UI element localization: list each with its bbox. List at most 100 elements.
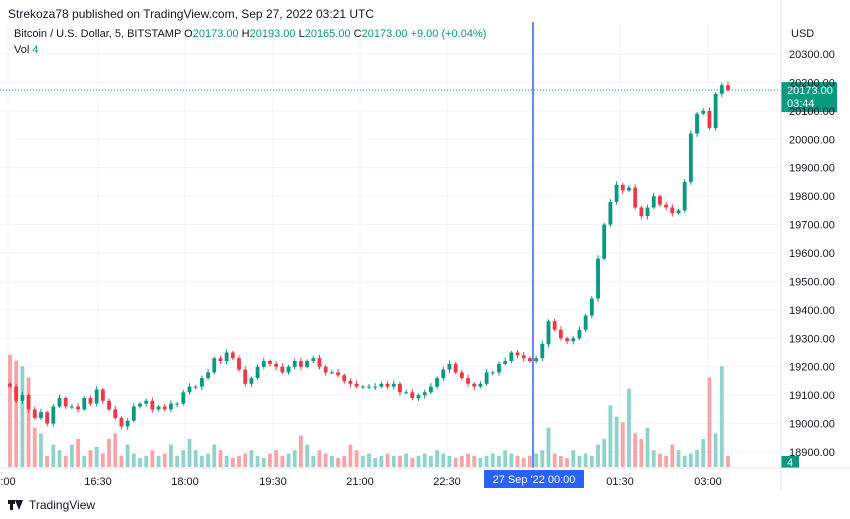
candle-body xyxy=(243,369,248,384)
volume-bar xyxy=(218,450,223,467)
candle-body xyxy=(676,210,681,214)
candle-body xyxy=(14,386,19,401)
candle-body xyxy=(292,361,297,367)
candle-body xyxy=(620,184,625,191)
candle-body xyxy=(317,358,322,367)
candle-body xyxy=(633,187,638,208)
candle-body xyxy=(695,113,699,134)
x-tick-label: 21:00 xyxy=(346,476,374,488)
candle-body xyxy=(249,378,254,384)
volume-bar xyxy=(726,455,730,467)
volume-bar xyxy=(187,439,192,467)
candle-body xyxy=(422,392,427,396)
candle-body xyxy=(342,375,347,381)
candle-body xyxy=(657,196,662,205)
candle-body xyxy=(311,358,316,362)
candle-body xyxy=(82,397,87,410)
candle-body xyxy=(521,355,526,359)
candle-body xyxy=(100,389,105,401)
candle-body xyxy=(670,207,675,214)
candle-body xyxy=(175,403,180,405)
candle-body xyxy=(298,361,303,367)
volume-bar xyxy=(329,455,334,467)
low-value: 20165.00 xyxy=(304,28,351,40)
candle-body xyxy=(88,397,93,404)
volume-bar xyxy=(255,455,260,467)
symbol-title[interactable]: Bitcoin / U.S. Dollar, 5, BITSTAMP xyxy=(14,28,182,40)
candle-body xyxy=(453,363,458,373)
candle-body xyxy=(466,378,470,384)
volume-bar xyxy=(428,455,433,467)
volume-bar xyxy=(441,453,446,467)
volume-bar xyxy=(645,427,650,467)
volume-bar xyxy=(249,450,254,467)
y-tick-label: 18900.00 xyxy=(789,447,835,459)
volume-bar xyxy=(181,450,186,467)
candle-body xyxy=(51,406,56,424)
volume-bar xyxy=(57,450,62,467)
y-tick-label: 20100.00 xyxy=(789,106,835,118)
y-tick-label: 19300.00 xyxy=(789,333,835,345)
footer-brand[interactable]: TradingView xyxy=(8,498,95,512)
candle-body xyxy=(193,386,198,388)
volume-bar xyxy=(410,458,415,467)
volume-bars xyxy=(8,355,730,467)
candle-body xyxy=(385,383,390,387)
candle-body xyxy=(286,366,291,373)
volume-bar xyxy=(51,444,56,467)
volume-bar xyxy=(150,450,155,467)
volume-bar xyxy=(169,444,173,467)
candle-body xyxy=(181,392,186,404)
candle-body xyxy=(107,400,111,410)
last-price-tag xyxy=(781,82,837,113)
candle-body xyxy=(212,358,217,373)
volume-bar xyxy=(317,450,322,467)
candle-body xyxy=(497,363,501,373)
publisher-line: Strekoza78 published on TradingView.com,… xyxy=(8,7,375,21)
candle-body xyxy=(230,352,235,359)
volume-bar xyxy=(682,455,687,467)
candle-body xyxy=(664,204,669,208)
volume-bar xyxy=(26,377,31,467)
candle-body xyxy=(138,403,142,407)
candle-body xyxy=(509,352,514,362)
currency-label: USD xyxy=(791,28,814,40)
volume-bar xyxy=(639,439,644,467)
x-tick-label: :00 xyxy=(0,476,15,488)
volume-bar xyxy=(113,433,118,467)
volume-bar xyxy=(453,458,458,467)
volume-bar xyxy=(212,444,217,467)
volume-bar xyxy=(193,450,198,467)
volume-label[interactable]: Vol xyxy=(14,44,30,56)
candle-body xyxy=(503,361,508,364)
volume-bar xyxy=(546,427,551,467)
candle-body xyxy=(144,400,149,404)
volume-bar xyxy=(367,453,371,467)
volume-bar xyxy=(156,455,161,467)
volume-bar xyxy=(144,455,149,467)
volume-bar xyxy=(577,455,582,467)
volume-bar xyxy=(509,453,514,467)
candle-body xyxy=(478,383,483,387)
y-tick-label: 20000.00 xyxy=(789,134,835,146)
candle-body xyxy=(379,383,384,387)
candle-body xyxy=(360,386,365,388)
candle-body xyxy=(719,85,724,94)
candle-body xyxy=(459,372,464,379)
candle-body xyxy=(558,329,563,339)
volume-bar xyxy=(608,405,613,467)
volume-bar xyxy=(422,453,427,467)
volume-bar xyxy=(701,439,706,467)
candle-body xyxy=(441,369,446,379)
volume-bar xyxy=(534,453,539,467)
candle-body xyxy=(76,406,81,410)
y-tick-label: 19200.00 xyxy=(789,362,835,374)
y-tick-label: 19600.00 xyxy=(789,248,835,260)
volume-bar xyxy=(596,444,600,467)
high-key: H xyxy=(241,28,250,40)
brand-name: TradingView xyxy=(29,498,96,512)
candle-body xyxy=(608,201,613,225)
candle-body xyxy=(645,207,650,217)
